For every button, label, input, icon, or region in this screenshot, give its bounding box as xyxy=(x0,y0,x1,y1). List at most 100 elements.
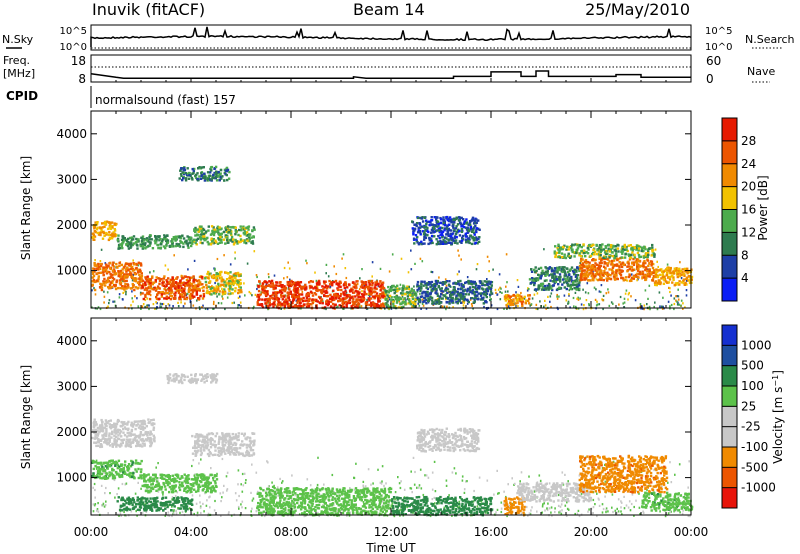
region-cell xyxy=(93,226,96,229)
region-cell xyxy=(562,281,566,284)
region-cell xyxy=(239,238,243,241)
scatter-cell xyxy=(149,294,152,297)
region-cell xyxy=(325,289,328,293)
region-cell xyxy=(559,256,562,259)
region-cell xyxy=(613,256,616,260)
region-cell xyxy=(165,278,168,282)
region-cell xyxy=(136,271,140,274)
region-cell xyxy=(583,277,586,280)
scatter-cell xyxy=(465,480,467,483)
region-cell xyxy=(117,247,120,250)
region-cell xyxy=(220,227,223,230)
region-cell xyxy=(402,292,405,295)
region-cell xyxy=(521,304,524,307)
region-cell xyxy=(473,298,476,301)
region-cell xyxy=(647,253,650,257)
region-cell xyxy=(602,256,605,259)
scatter-cell xyxy=(301,290,304,294)
region-cell xyxy=(416,280,420,284)
region-cell xyxy=(373,286,377,289)
region-cell xyxy=(128,236,132,240)
region-cell xyxy=(230,226,234,229)
scatter-cell xyxy=(496,469,498,472)
region-cell xyxy=(95,222,99,225)
region-cell xyxy=(393,288,396,292)
region-cell xyxy=(615,252,618,255)
region-cell xyxy=(110,237,114,240)
region-cell xyxy=(125,270,128,273)
region-cell xyxy=(207,285,210,288)
region-cell xyxy=(217,237,221,240)
region-cell xyxy=(583,269,586,272)
region-cell xyxy=(598,245,601,249)
region-cell xyxy=(292,281,296,284)
region-cell xyxy=(606,279,609,282)
region-cell xyxy=(102,280,105,283)
region-cell xyxy=(431,241,434,245)
region-cell xyxy=(210,225,214,228)
region-cell xyxy=(475,236,478,239)
region-cell xyxy=(472,226,476,229)
region-cell xyxy=(210,293,213,296)
region-cell xyxy=(441,240,445,244)
region-cell xyxy=(291,299,295,303)
region-cell xyxy=(292,293,295,297)
region-cell xyxy=(158,279,162,283)
region-cell xyxy=(144,293,147,297)
scatter-cell xyxy=(212,302,215,306)
scatter-cell xyxy=(535,289,537,292)
region-cell xyxy=(163,234,166,237)
region-cell xyxy=(417,284,420,288)
scatter-cell xyxy=(567,302,569,305)
region-cell xyxy=(161,238,165,241)
scatter-cell xyxy=(670,294,672,297)
region-cell xyxy=(571,284,574,287)
region-cell xyxy=(460,227,464,231)
region-cell xyxy=(276,291,279,295)
region-cell xyxy=(681,268,684,271)
region-cell xyxy=(581,269,584,273)
region-cell xyxy=(131,266,134,269)
region-cell xyxy=(606,264,609,267)
region-cell xyxy=(123,280,126,283)
scatter-cell xyxy=(661,305,663,308)
region-cell xyxy=(604,261,607,265)
region-cell xyxy=(527,299,530,302)
region-cell xyxy=(639,265,642,268)
region-cell xyxy=(143,281,147,284)
region-cell xyxy=(580,273,583,276)
region-cell xyxy=(413,227,417,230)
scatter-cell xyxy=(600,284,603,287)
region-cell xyxy=(137,286,140,289)
region-cell xyxy=(590,264,594,267)
region-cell xyxy=(204,277,207,280)
region-cell xyxy=(157,291,160,294)
region-cell xyxy=(230,239,233,242)
region-cell xyxy=(285,298,288,301)
region-cell xyxy=(342,284,346,287)
region-cell xyxy=(558,273,562,276)
region-cell xyxy=(418,226,422,229)
region-cell xyxy=(561,278,565,281)
region-cell xyxy=(111,263,114,267)
region-cell xyxy=(356,290,359,294)
scatter-cell xyxy=(253,305,255,308)
region-cell xyxy=(165,238,168,241)
region-cell xyxy=(217,174,220,178)
region-cell xyxy=(315,286,318,290)
region-cell xyxy=(661,270,664,274)
region-cell xyxy=(578,264,582,268)
scatter-cell xyxy=(358,305,361,308)
region-cell xyxy=(567,248,570,251)
scatter-cell xyxy=(148,304,150,307)
region-cell xyxy=(113,223,116,226)
region-cell xyxy=(550,287,553,290)
scatter-cell xyxy=(452,306,454,309)
region-cell xyxy=(449,237,453,240)
region-cell xyxy=(311,280,314,283)
scatter-cell xyxy=(580,493,583,496)
region-cell xyxy=(475,229,478,232)
region-cell xyxy=(535,288,538,291)
scatter-cell xyxy=(407,271,410,274)
scatter-cell xyxy=(466,276,469,279)
